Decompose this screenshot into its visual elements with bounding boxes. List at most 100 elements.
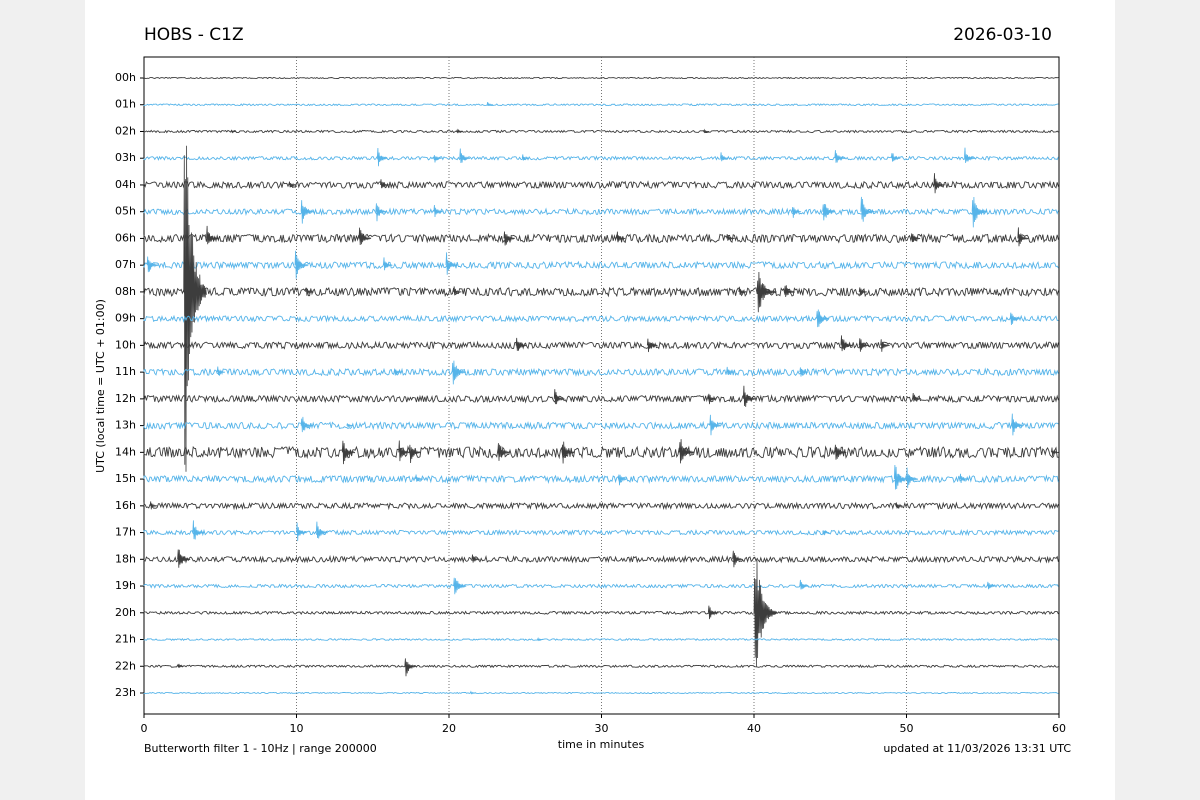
seismic-event — [471, 554, 480, 563]
seismic-event — [296, 522, 307, 542]
seismic-event — [376, 148, 388, 167]
trace — [143, 554, 1059, 564]
trace — [143, 528, 1059, 537]
trace — [143, 691, 1059, 695]
seismic-event — [341, 440, 356, 465]
seismic-event — [521, 154, 529, 161]
trace — [143, 474, 1059, 485]
trace — [143, 129, 1059, 134]
trace — [143, 314, 1059, 324]
seismic-event — [906, 467, 919, 489]
trace — [143, 76, 1059, 80]
seismic-event — [910, 233, 921, 243]
seismic-event — [146, 256, 159, 273]
y-tick-label: 05h — [115, 205, 136, 218]
y-tick-label: 06h — [115, 231, 136, 244]
trace — [143, 420, 1059, 431]
chart-date: 2026-03-10 — [953, 25, 1052, 45]
seismic-event — [1017, 227, 1029, 247]
seismic-event — [383, 257, 393, 271]
y-tick-label: 12h — [115, 392, 136, 405]
seismic-event — [678, 439, 695, 464]
y-tick-label: 23h — [115, 686, 136, 699]
y-tick-label: 11h — [115, 365, 136, 378]
seismic-event — [177, 663, 184, 669]
y-tick-label: 20h — [115, 606, 136, 619]
seismic-event — [616, 231, 626, 242]
seismic-event — [469, 690, 476, 695]
seismic-event — [890, 153, 901, 162]
y-tick-label: 08h — [115, 285, 136, 298]
seismic-event — [784, 285, 795, 298]
seismic-event — [742, 385, 756, 407]
trace — [143, 286, 1059, 298]
trace — [143, 610, 1059, 616]
trace — [143, 367, 1059, 378]
seismic-event — [617, 474, 628, 486]
seismic-event — [1011, 413, 1024, 436]
seismic-event — [358, 227, 372, 246]
seismic-event — [453, 577, 467, 595]
seismic-event — [300, 200, 315, 224]
seismic-event — [822, 204, 836, 221]
seismic-event — [183, 145, 207, 472]
seismic-event — [300, 416, 313, 433]
seismic-event — [816, 309, 830, 328]
seismic-event — [561, 441, 575, 464]
seismic-event — [799, 367, 809, 377]
seismic-event — [149, 501, 158, 510]
seismic-event — [753, 560, 778, 667]
trace — [143, 180, 1059, 190]
seismic-event — [315, 521, 328, 539]
trace — [143, 583, 1059, 589]
seismic-event — [486, 102, 494, 107]
x-tick-label: 40 — [747, 722, 761, 735]
seismic-event — [408, 444, 422, 464]
seismic-event — [738, 286, 747, 295]
y-tick-label: 19h — [115, 579, 136, 592]
y-tick-label: 01h — [115, 98, 136, 111]
y-tick-label: 03h — [115, 151, 136, 164]
seismic-event — [433, 155, 442, 163]
seismic-event — [791, 206, 802, 218]
seismic-event — [346, 423, 354, 428]
y-tick-label: 14h — [115, 445, 136, 458]
seismic-event — [288, 181, 297, 188]
seismic-event — [964, 147, 975, 163]
seismic-event — [515, 337, 527, 351]
y-tick-label: 07h — [115, 258, 136, 271]
trace — [143, 394, 1059, 404]
seismic-event — [1051, 447, 1059, 457]
seismic-event — [912, 392, 922, 402]
seismic-event — [880, 339, 890, 352]
seismic-event — [177, 549, 191, 568]
x-tick-label: 10 — [290, 722, 304, 735]
seismic-event — [294, 250, 309, 279]
seismic-event — [834, 150, 846, 163]
seismic-event — [415, 474, 424, 482]
seismic-event — [822, 530, 830, 536]
seismic-event — [732, 550, 744, 568]
seismic-event — [503, 231, 515, 246]
y-tick-label: 22h — [115, 659, 136, 672]
x-tick-label: 60 — [1052, 722, 1066, 735]
seismic-event — [206, 225, 219, 245]
trace — [143, 207, 1059, 217]
trace — [143, 233, 1059, 244]
trace — [143, 445, 1059, 460]
seismic-event — [840, 335, 853, 352]
y-tick-label: 15h — [115, 472, 136, 485]
seismic-event — [895, 502, 903, 509]
y-tick-label: 00h — [115, 71, 136, 84]
trace — [143, 664, 1059, 669]
x-tick-label: 50 — [900, 722, 914, 735]
x-axis-label: time in minutes — [558, 738, 645, 751]
y-tick-label: 09h — [115, 312, 136, 325]
updated-note: updated at 11/03/2026 13:31 UTC — [883, 742, 1071, 755]
seismic-event — [451, 360, 467, 385]
seismic-event — [756, 272, 777, 313]
seismic-event — [986, 581, 996, 590]
seismic-event — [375, 203, 387, 222]
y-tick-label: 04h — [115, 178, 136, 191]
seismic-event — [445, 252, 458, 275]
